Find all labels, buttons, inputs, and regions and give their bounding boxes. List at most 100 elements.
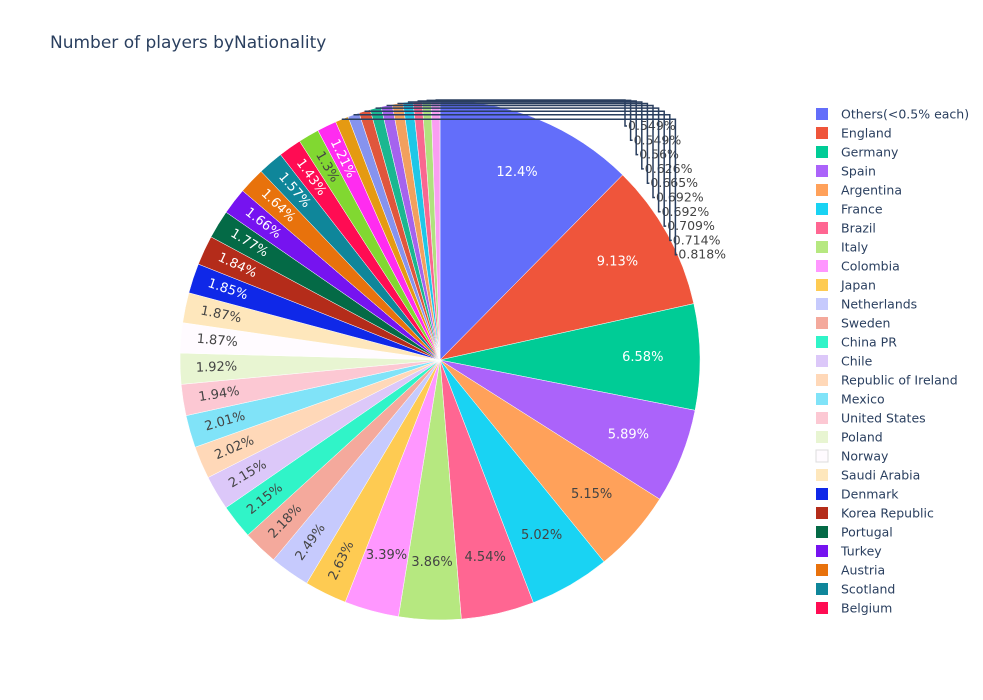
slice-outside-label: 0.549% [634,132,682,147]
legend-swatch [816,222,828,234]
legend-item[interactable]: Poland [816,430,883,445]
legend-item[interactable]: Argentina [816,183,902,198]
legend-item[interactable]: Austria [816,563,885,578]
legend-item[interactable]: Others(<0.5% each) [816,107,969,122]
legend-item[interactable]: Turkey [816,544,882,559]
legend-label: Colombia [841,259,900,274]
legend-label: France [841,202,883,217]
slice-label: 6.58% [622,350,663,365]
legend-item[interactable]: Brazil [816,221,876,236]
legend-item[interactable]: Belgium [816,601,892,616]
legend-swatch [816,507,828,519]
legend-label: Norway [841,449,889,464]
legend-label: Belgium [841,601,892,616]
slice-outside-label: 0.709% [667,218,715,233]
legend-swatch [816,374,828,386]
slice-label: 1.92% [196,359,238,375]
legend-swatch [816,602,828,614]
legend-item[interactable]: Saudi Arabia [816,468,920,483]
legend-swatch [816,355,828,367]
legend-label: Austria [841,563,885,578]
legend-label: Japan [840,278,876,293]
legend-item[interactable]: England [816,126,892,141]
legend-label: United States [841,411,926,426]
legend-item[interactable]: Denmark [816,487,899,502]
legend-swatch [816,583,828,595]
legend-item[interactable]: Scotland [816,582,895,597]
legend-item[interactable]: Norway [815,449,889,464]
legend-label: Netherlands [841,297,917,312]
legend-label: Saudi Arabia [841,468,920,483]
legend-label: Poland [841,430,883,445]
legend-label: Denmark [841,487,899,502]
legend-item[interactable]: Sweden [816,316,890,331]
legend-item[interactable]: Japan [816,278,876,293]
legend-swatch [816,127,828,139]
legend-swatch [816,336,828,348]
legend-item[interactable]: Korea Republic [816,506,934,521]
legend-label: Scotland [841,582,895,597]
legend-swatch [816,412,828,424]
slice-outside-label: 0.714% [673,232,721,247]
legend-swatch [816,526,828,538]
slice-label: 5.02% [521,528,562,543]
legend-item[interactable]: Germany [816,145,899,160]
legend-item[interactable]: Spain [816,164,876,179]
slice-outside-label: 0.549% [628,118,676,133]
slice-outside-label: 0.626% [645,161,693,176]
legend-label: Others(<0.5% each) [841,107,969,122]
leader-line [417,100,639,156]
slice-outside-label: 0.665% [650,175,698,190]
pie-outside-labels: 0.549%0.549%0.56%0.626%0.665%0.692%0.692… [341,99,726,262]
slice-outside-label: 0.692% [656,190,704,205]
slice-label: 1.94% [198,384,241,405]
leader-line [353,114,672,242]
legend-swatch [816,431,828,443]
legend-label: Republic of Ireland [841,373,958,388]
legend-swatch [816,260,828,272]
slice-label: 12.4% [496,165,537,180]
legend-item[interactable]: Mexico [816,392,885,407]
legend-item[interactable]: Chile [816,354,873,369]
legend-swatch [815,449,829,463]
slice-label: 5.89% [608,428,649,443]
legend-swatch [816,393,828,405]
leader-line [341,118,678,256]
legend-label: Brazil [841,221,876,236]
legend-item[interactable]: Republic of Ireland [816,373,958,388]
slice-label: 3.86% [411,555,452,570]
legend-swatch [816,317,828,329]
legend-label: Sweden [841,316,890,331]
legend-label: Italy [841,240,869,255]
legend-label: Portugal [841,525,893,540]
legend-item[interactable]: China PR [816,335,897,350]
legend-swatch [816,488,828,500]
legend-label: Chile [841,354,873,369]
legend-swatch [816,108,828,120]
legend-swatch [816,146,828,158]
legend-item[interactable]: France [816,202,883,217]
leader-line [407,101,644,170]
legend-label: Spain [841,164,876,179]
legend-swatch [816,469,828,481]
legend-item[interactable]: Colombia [816,259,900,274]
legend-item[interactable]: Italy [816,240,869,255]
legend-swatch [816,279,828,291]
chart-title: Number of players byNationality [50,33,327,53]
legend-label: Mexico [841,392,885,407]
pie-slice[interactable] [439,174,695,361]
legend-swatch [816,298,828,310]
legend-item[interactable]: Netherlands [816,297,917,312]
slice-label: 3.39% [366,548,407,563]
leader-line [397,102,650,184]
slice-label: 1.87% [196,332,238,350]
leader-line [375,107,661,213]
legend: Others(<0.5% each) England Germany Spain Arg… [815,107,969,616]
leader-line [364,110,667,227]
legend-label: Turkey [840,544,882,559]
legend-label: China PR [841,335,897,350]
legend-item[interactable]: United States [816,411,926,426]
legend-swatch [816,545,828,557]
legend-item[interactable]: Portugal [816,525,893,540]
